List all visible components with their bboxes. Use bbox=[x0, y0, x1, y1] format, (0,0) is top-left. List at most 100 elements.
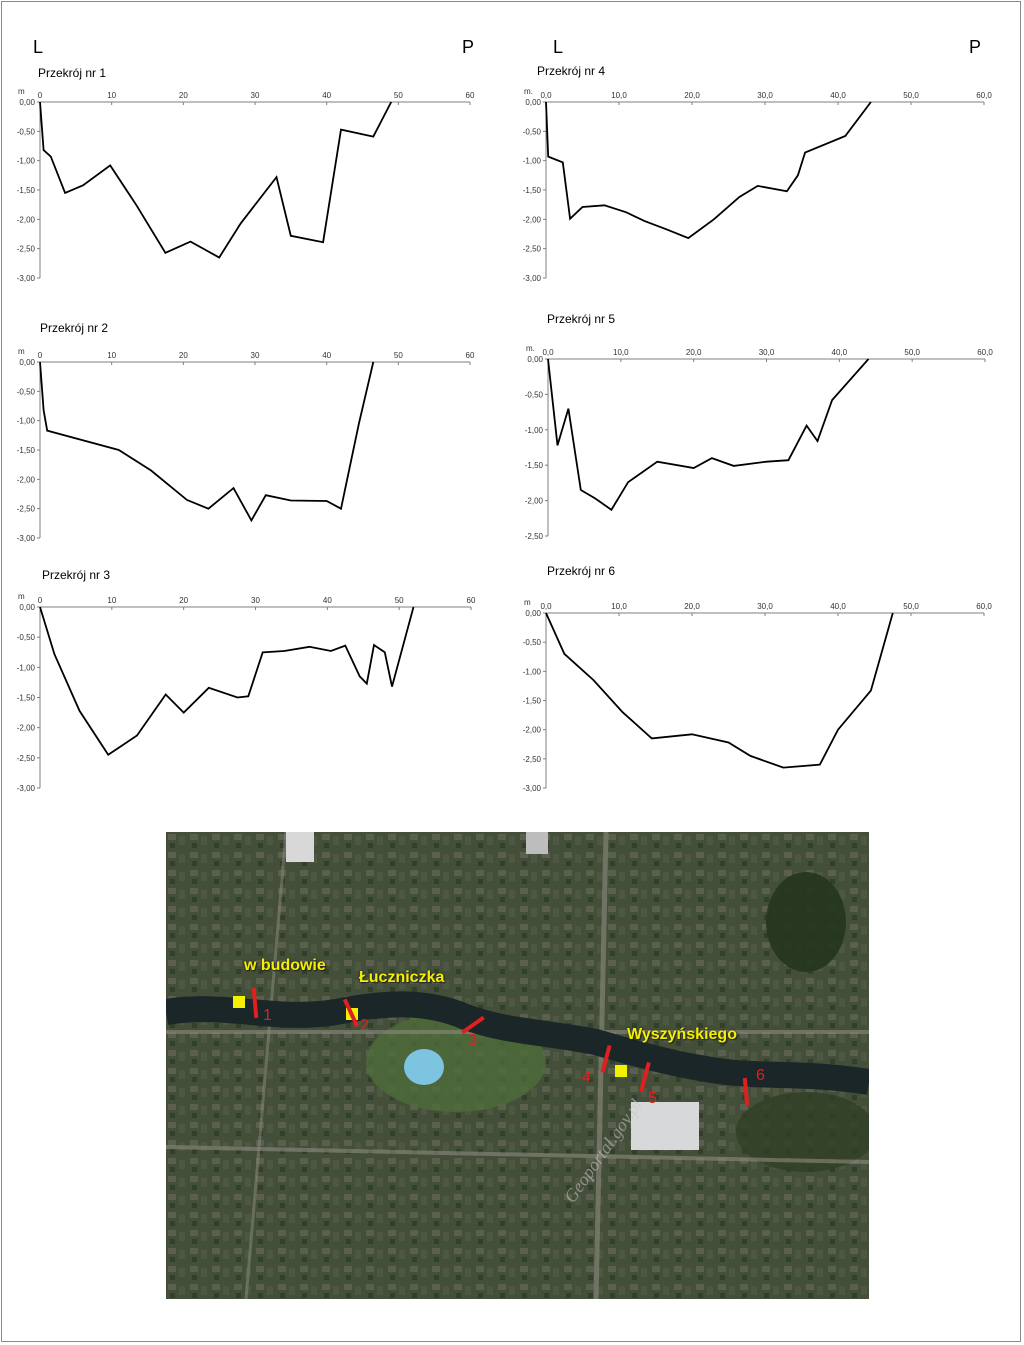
cross-section-profile-line bbox=[545, 101, 872, 240]
x-tick-label: 30 bbox=[251, 596, 260, 605]
section-number-label: 6 bbox=[756, 1067, 765, 1084]
cross-section-chart-5: Przekrój nr 5 m. 0,0 10,0 20,0 30,0 40,0 50,0 60… bbox=[525, 312, 994, 541]
chart-title: Przekrój nr 3 bbox=[42, 568, 110, 582]
y-tick-label: -1,50 bbox=[523, 697, 542, 706]
y-tick-label: -0,50 bbox=[17, 127, 36, 136]
y-tick-label: -0,50 bbox=[17, 633, 36, 642]
y-tick-label: -2,50 bbox=[17, 245, 36, 254]
x-tick-label: 50 bbox=[394, 351, 403, 360]
y-tick-label: -0,50 bbox=[525, 390, 544, 399]
x-tick-label: 60,0 bbox=[976, 91, 992, 100]
place-label-wyszynskiego: Wyszyńskiego bbox=[627, 1026, 737, 1043]
x-tick-label: 20,0 bbox=[684, 91, 700, 100]
x-tick-label: 60 bbox=[466, 351, 475, 360]
chart-title: Przekrój nr 2 bbox=[40, 321, 108, 335]
x-tick-label: 50,0 bbox=[904, 348, 920, 357]
cross-section-chart-1: Przekrój nr 1 m 0 10 20 30 40 50 60 0,00 -0,50 -1,0… bbox=[17, 66, 475, 283]
section-number-label: 4 bbox=[582, 1069, 591, 1086]
x-tick-label: 10 bbox=[107, 351, 116, 360]
cross-section-profile-line bbox=[39, 101, 392, 259]
x-tick-label: 30,0 bbox=[759, 348, 775, 357]
x-tick-label: 50 bbox=[395, 596, 404, 605]
y-tick-label: -1,00 bbox=[17, 417, 36, 426]
cross-section-chart-2: Przekrój nr 2 m 0 10 20 30 40 50 60 0,00 -0,50 -1,0… bbox=[17, 321, 475, 543]
chart-title: Przekrój nr 4 bbox=[537, 64, 605, 78]
x-tick-label: 10 bbox=[107, 91, 116, 100]
x-tick-label: 30 bbox=[251, 351, 260, 360]
x-tick-label: 40 bbox=[323, 596, 332, 605]
y-tick-label: -1,50 bbox=[17, 186, 36, 195]
y-tick-label: -2,00 bbox=[523, 726, 542, 735]
y-tick-label: -3,00 bbox=[17, 784, 36, 793]
y-tick-label: -2,50 bbox=[525, 532, 544, 541]
water-gauge-marker-yellow bbox=[615, 1065, 627, 1077]
y-tick-label: -2,50 bbox=[523, 245, 542, 254]
x-tick-label: 10,0 bbox=[613, 348, 629, 357]
y-axis-label: m bbox=[18, 592, 25, 601]
y-axis-label: m. bbox=[526, 344, 535, 353]
right-bank-label: P bbox=[462, 37, 475, 57]
y-tick-label: 0,00 bbox=[19, 603, 35, 612]
x-tick-label: 40 bbox=[322, 91, 331, 100]
cross-section-chart-3: Przekrój nr 3 m 0 10 20 30 40 50 60 0,00 -0,50 -1,0… bbox=[17, 568, 476, 793]
x-tick-label: 10,0 bbox=[611, 602, 627, 611]
left-bank-label: L bbox=[33, 37, 44, 57]
x-tick-label: 30,0 bbox=[757, 602, 773, 611]
y-axis-label: m bbox=[524, 598, 531, 607]
y-tick-label: -1,00 bbox=[523, 157, 542, 166]
x-tick-label: 30,0 bbox=[757, 91, 773, 100]
chart-title: Przekrój nr 5 bbox=[547, 312, 615, 326]
place-label-luczniczka: Łuczniczka bbox=[359, 969, 445, 986]
x-tick-label: 20,0 bbox=[686, 348, 702, 357]
y-tick-label: -2,00 bbox=[17, 724, 36, 733]
y-tick-label: -3,00 bbox=[523, 784, 542, 793]
x-tick-label: 10,0 bbox=[611, 91, 627, 100]
section-number-label: 1 bbox=[263, 1007, 272, 1024]
cross-section-profile-line bbox=[39, 606, 415, 757]
chart-title: Przekrój nr 1 bbox=[38, 66, 106, 80]
y-tick-label: -0,50 bbox=[523, 127, 542, 136]
y-tick-label: -2,00 bbox=[525, 497, 544, 506]
x-tick-label: 20 bbox=[179, 596, 188, 605]
y-tick-label: -1,00 bbox=[525, 426, 544, 435]
section-number-label: 5 bbox=[648, 1090, 657, 1107]
x-tick-label: 40,0 bbox=[830, 602, 846, 611]
y-axis-label: m. bbox=[524, 87, 533, 96]
cross-section-profile-line bbox=[545, 612, 894, 769]
y-tick-label: -2,00 bbox=[523, 215, 542, 224]
left-bank-label: L bbox=[553, 37, 564, 57]
x-tick-label: 60,0 bbox=[976, 602, 992, 611]
x-tick-label: 60 bbox=[467, 596, 476, 605]
cross-section-chart-6: Przekrój nr 6 m 0,0 10,0 20,0 30,0 40,0 50,0 60,… bbox=[523, 564, 993, 793]
y-tick-label: 0,00 bbox=[525, 98, 541, 107]
right-bank-label: P bbox=[969, 37, 982, 57]
y-tick-label: -1,00 bbox=[17, 157, 36, 166]
cross-section-profile-line bbox=[547, 358, 870, 512]
y-tick-label: -2,50 bbox=[523, 755, 542, 764]
y-tick-label: -1,50 bbox=[523, 186, 542, 195]
section-number-label: 3 bbox=[468, 1032, 477, 1049]
y-tick-label: -1,50 bbox=[17, 694, 36, 703]
y-tick-label: -3,00 bbox=[17, 534, 36, 543]
x-tick-label: 40,0 bbox=[830, 91, 846, 100]
x-tick-label: 20 bbox=[179, 351, 188, 360]
x-tick-label: 30 bbox=[251, 91, 260, 100]
y-tick-label: -0,50 bbox=[17, 387, 36, 396]
x-tick-label: 50 bbox=[394, 91, 403, 100]
x-tick-label: 60,0 bbox=[977, 348, 993, 357]
x-tick-label: 0,0 bbox=[540, 91, 552, 100]
x-tick-label: 0,0 bbox=[540, 602, 552, 611]
aerial-map: 1 2 3 4 5 6 w budowie Łuczniczka Wyszyńs… bbox=[166, 832, 869, 1299]
y-tick-label: -1,50 bbox=[17, 446, 36, 455]
x-tick-label: 20,0 bbox=[684, 602, 700, 611]
place-label-w-budowie: w budowie bbox=[244, 957, 326, 974]
chart-title: Przekrój nr 6 bbox=[547, 564, 615, 578]
x-tick-label: 0 bbox=[38, 91, 43, 100]
x-tick-label: 0 bbox=[38, 596, 43, 605]
y-tick-label: -1,50 bbox=[525, 461, 544, 470]
y-tick-label: -2,00 bbox=[17, 215, 36, 224]
y-tick-label: -2,50 bbox=[17, 754, 36, 763]
y-tick-label: -2,50 bbox=[17, 505, 36, 514]
y-tick-label: 0,00 bbox=[527, 355, 543, 364]
x-tick-label: 40,0 bbox=[832, 348, 848, 357]
